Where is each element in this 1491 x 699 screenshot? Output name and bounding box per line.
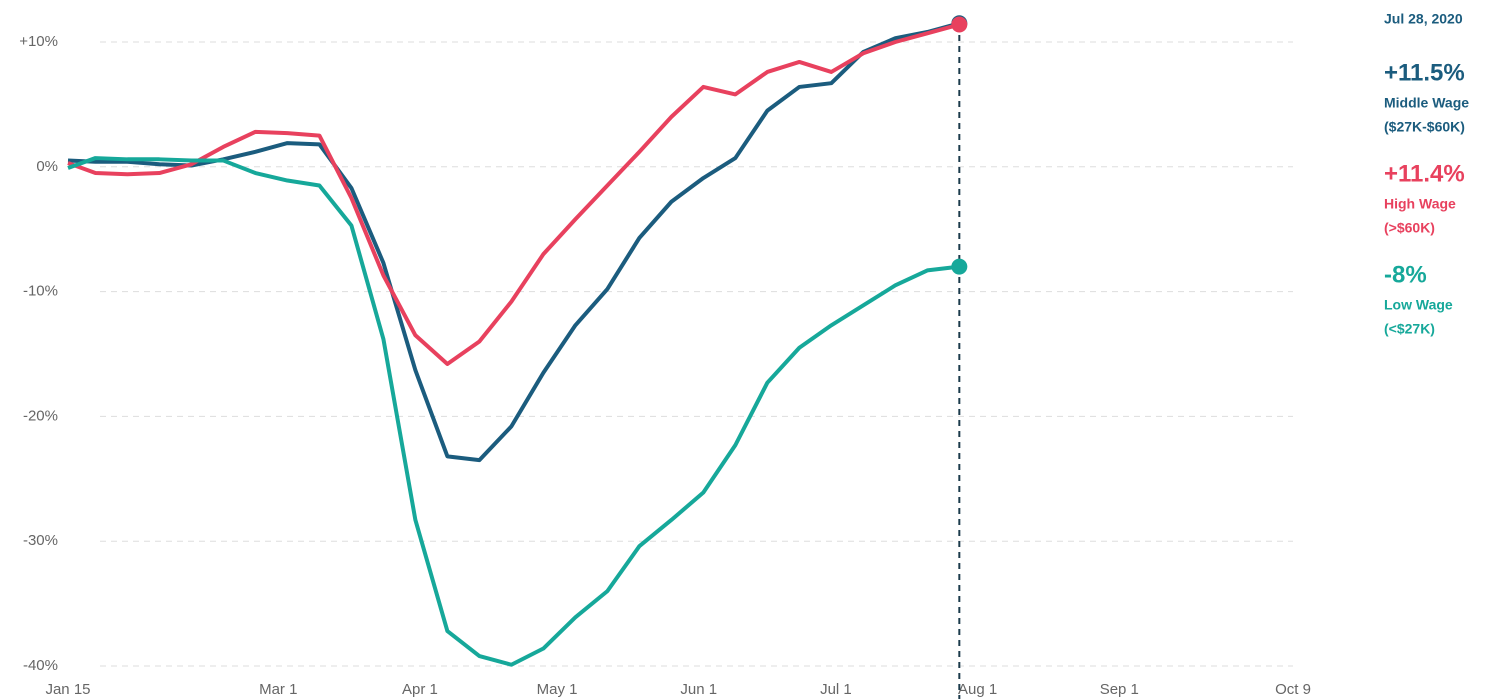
annotation-date: Jul 28, 2020	[1384, 11, 1463, 27]
series-line	[67, 22, 960, 366]
x-tick-label: Jan 15	[45, 681, 90, 698]
legend-name: Middle Wage	[1384, 95, 1469, 111]
x-tick-label: Jun 1	[680, 681, 717, 698]
y-tick-label: -30%	[23, 532, 58, 549]
end-dot	[951, 16, 968, 33]
series-line	[67, 156, 960, 667]
y-tick-label: -20%	[23, 407, 58, 424]
legend-value: +11.5%	[1384, 59, 1465, 86]
x-tick-label: Aug 1	[958, 681, 997, 698]
legend-range: (<$27K)	[1384, 321, 1435, 337]
legend-name: Low Wage	[1384, 297, 1453, 313]
x-tick-label: Jul 1	[820, 681, 852, 698]
end-dot	[951, 258, 968, 275]
legend-name: High Wage	[1384, 196, 1456, 212]
legend-range: ($27K-$60K)	[1384, 119, 1465, 135]
x-tick-label: May 1	[537, 681, 578, 698]
x-tick-label: Apr 1	[402, 681, 438, 698]
y-tick-label: -10%	[23, 283, 58, 300]
y-tick-label: -40%	[23, 657, 58, 674]
x-tick-label: Sep 1	[1100, 681, 1139, 698]
legend-value: +11.4%	[1384, 160, 1465, 187]
series-line	[67, 21, 960, 463]
y-tick-label: 0%	[36, 158, 58, 175]
y-tick-label: +10%	[19, 33, 58, 50]
x-tick-label: Mar 1	[259, 681, 297, 698]
x-tick-label: Oct 9	[1275, 681, 1311, 698]
legend-value: -8%	[1384, 261, 1427, 288]
legend-range: (>$60K)	[1384, 220, 1435, 236]
